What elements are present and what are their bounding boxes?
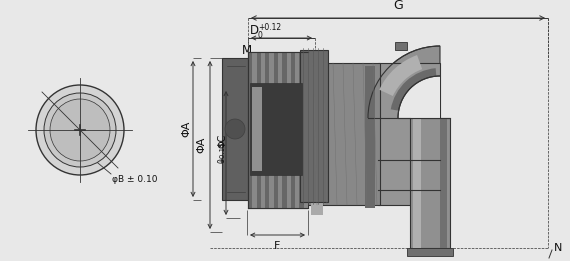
Bar [378,63,440,205]
Wedge shape [379,55,422,96]
Wedge shape [398,76,440,118]
Text: D: D [250,25,259,38]
Wedge shape [368,46,440,118]
Bar [256,52,261,208]
Bar [365,66,375,208]
Text: F: F [274,241,280,251]
Text: M: M [242,44,252,56]
Bar [295,52,299,208]
Text: +0.12: +0.12 [258,23,281,33]
Bar [304,52,308,208]
Bar [311,73,323,215]
Bar [299,52,304,208]
Text: N: N [554,243,563,253]
Bar [440,118,447,248]
Bar [413,118,421,248]
Circle shape [225,119,245,139]
Bar [253,52,256,208]
Bar [252,87,262,171]
Bar [291,52,295,208]
Bar [250,83,302,175]
Bar [410,118,450,248]
Text: ΦA: ΦA [181,121,191,137]
Text: 0: 0 [258,31,263,39]
Wedge shape [391,68,437,111]
Bar [265,52,270,208]
Bar [308,63,380,205]
Bar [282,52,287,208]
Bar [274,52,278,208]
Text: ΦA: ΦA [196,137,206,153]
Bar [287,52,291,208]
Bar [261,52,265,208]
Text: G: G [393,0,403,12]
Text: φB ± 0.10: φB ± 0.10 [112,175,157,184]
Ellipse shape [36,85,124,175]
Bar [248,52,308,208]
Wedge shape [398,76,440,118]
Bar [300,50,328,202]
Bar [278,52,282,208]
Bar [222,58,248,200]
Bar [270,52,274,208]
Ellipse shape [44,93,116,167]
Ellipse shape [50,99,110,161]
Bar [248,52,253,208]
Text: ΦC: ΦC [217,134,227,148]
Bar [395,42,407,50]
Bar [407,248,453,256]
Text: +0.15: +0.15 [219,141,225,163]
Text: 0: 0 [218,159,226,163]
